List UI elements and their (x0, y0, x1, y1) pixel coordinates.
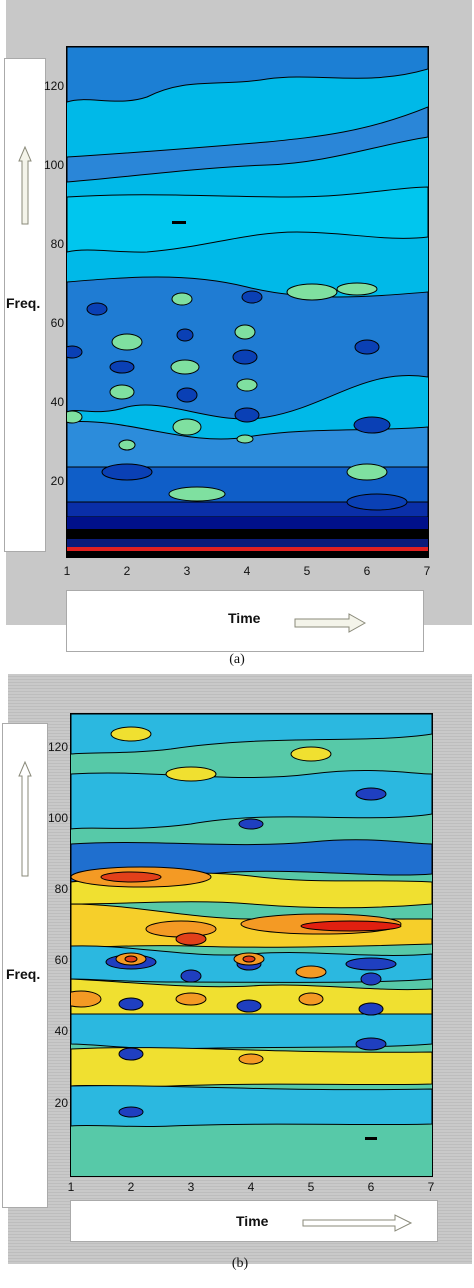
panel-a-xtick: 6 (363, 564, 371, 578)
panel-a-ytick: 20 (50, 474, 64, 488)
panel-a-xtick: 1 (63, 564, 71, 578)
panel-b-xtick: 2 (127, 1180, 135, 1194)
panel-a-xtick: 4 (243, 564, 251, 578)
panel-a-xlabel: Time (228, 610, 261, 626)
panel-a-ytick: 40 (50, 395, 64, 409)
panel-b-ylabel: Freq. (6, 966, 41, 982)
panel-a-ylabel-box (4, 58, 46, 552)
panel-a-xtick: 5 (303, 564, 311, 578)
panel-a-xlabel-box (66, 590, 424, 652)
caption-a: (a) (229, 652, 245, 667)
panel-b-xtick: 6 (367, 1180, 375, 1194)
panel-b-xtick: 7 (427, 1180, 435, 1194)
right-arrow-icon (302, 1214, 413, 1232)
panel-b-contour (71, 714, 432, 1176)
right-arrow-icon (294, 613, 367, 633)
panel-a-xtick: 3 (183, 564, 191, 578)
panel-b-ytick: 120 (47, 740, 68, 754)
panel-b-xtick: 1 (67, 1180, 75, 1194)
panel-a-plot (66, 46, 429, 558)
panel-a-ytick: 120 (43, 79, 64, 93)
caption-b: (b) (231, 1256, 249, 1271)
panel-b-xlabel: Time (236, 1213, 269, 1229)
panel-b-xtick: 5 (307, 1180, 315, 1194)
up-arrow-icon (18, 145, 32, 225)
up-arrow-icon (18, 760, 32, 877)
panel-b-xtick: 3 (187, 1180, 195, 1194)
panel-b-ytick: 60 (54, 953, 68, 967)
panel-b-ytick: 20 (54, 1096, 68, 1110)
panel-b-xlabel-box (70, 1200, 438, 1242)
panel-b-ytick: 40 (54, 1024, 68, 1038)
panel-b-plot (70, 713, 433, 1177)
panel-a-xtick: 7 (423, 564, 431, 578)
panel-a-xtick: 2 (123, 564, 131, 578)
panel-b-xtick: 4 (247, 1180, 255, 1194)
panel-a-ylabel: Freq. (6, 295, 41, 311)
panel-a-ytick: 80 (50, 237, 64, 251)
panel-a-contour (67, 47, 428, 557)
panel-b-ytick: 100 (47, 811, 68, 825)
panel-b-ytick: 80 (54, 882, 68, 896)
panel-a-ytick: 60 (50, 316, 64, 330)
panel-a-ytick: 100 (43, 158, 64, 172)
panel-b-ylabel-box (2, 723, 48, 1208)
